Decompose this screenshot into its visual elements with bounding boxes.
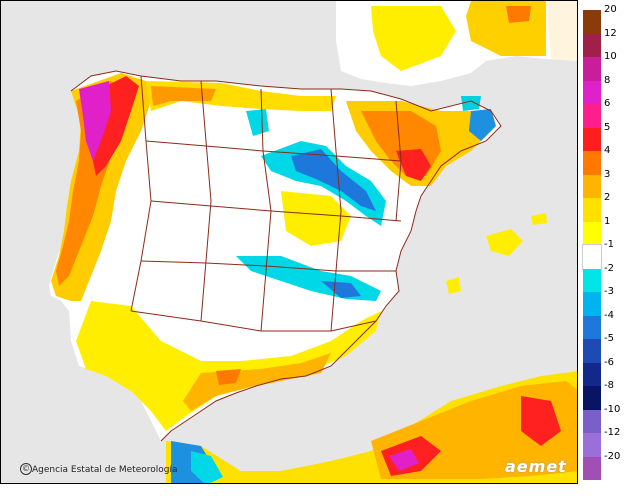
legend-swatch [583, 33, 601, 57]
legend-swatch [583, 433, 601, 457]
legend-label: -6 [604, 356, 614, 368]
france-warm-patch [371, 6, 456, 71]
legend-swatch [583, 174, 601, 198]
legend-label: 8 [604, 74, 611, 86]
southeast-cold-core [321, 281, 361, 298]
cantabria-orange-strip [151, 86, 216, 106]
legend-row: -6 [583, 357, 628, 386]
south-orange-band [183, 353, 331, 411]
legend-row: 6 [583, 98, 628, 128]
legend-label: -12 [604, 427, 621, 438]
legend-row: 8 [583, 75, 628, 104]
iberian-system-cool [261, 141, 386, 226]
legend-label: -4 [604, 309, 614, 321]
legend-row: 20 [583, 4, 628, 34]
legend-row: -3 [583, 286, 628, 316]
france-cool-patch [546, 1, 577, 61]
northeast-red-zone [396, 149, 431, 181]
north-africa-red [521, 396, 561, 446]
balearic-menorca [531, 213, 547, 225]
legend-label: 3 [604, 168, 611, 180]
legend-label: 5 [604, 121, 611, 133]
legend-row: -12 [583, 427, 628, 457]
agency-credit: Agencia Estatal de Meteorología [32, 465, 178, 475]
legend-row: 5 [583, 122, 628, 151]
legend-label: 6 [604, 98, 611, 109]
legend-swatch [583, 80, 601, 104]
south-red-spot [216, 369, 241, 385]
galicia-magenta-patch [79, 81, 111, 161]
copyright-icon: © [20, 463, 32, 475]
legend-swatch [583, 315, 601, 339]
legend-swatch [583, 456, 601, 480]
aemet-logo: aemet [505, 457, 567, 476]
north-plateau-cool [246, 109, 269, 136]
legend-label: -8 [604, 380, 614, 391]
legend-row: 1 [583, 216, 628, 245]
balearic-ibiza [446, 277, 461, 294]
legend-swatch [583, 362, 601, 386]
legend-label: 20 [604, 4, 617, 15]
color-legend: 20 12 10 8 6 5 4 3 2 1 -1 -2 -3 -4 -5 -6 -8 -10 -12 -20 [582, 4, 628, 480]
legend-swatch [582, 244, 602, 270]
legend-swatch [583, 268, 601, 292]
legend-swatch [583, 292, 601, 316]
legend-swatch [583, 151, 601, 175]
legend-label: -5 [604, 333, 614, 344]
legend-swatch [583, 339, 601, 363]
legend-row: 3 [583, 169, 628, 198]
catalonia-cool-patch [469, 109, 496, 141]
legend-swatch [583, 198, 601, 222]
legend-row: -4 [583, 310, 628, 339]
legend-row: -20 [583, 451, 628, 480]
legend-row: -2 [583, 263, 628, 292]
legend-row: -10 [583, 404, 628, 433]
legend-label: 1 [604, 215, 611, 227]
legend-swatch [583, 386, 601, 410]
legend-row: -8 [583, 380, 628, 410]
legend-row: 12 [583, 28, 628, 57]
legend-swatch [583, 409, 601, 433]
legend-label: -2 [604, 262, 614, 274]
province-borders [70, 70, 502, 442]
balearic-mallorca [486, 229, 523, 256]
legend-row: 4 [583, 145, 628, 175]
legend-label: 2 [604, 192, 611, 203]
legend-swatch [583, 221, 601, 245]
anomaly-map [1, 1, 577, 483]
legend-label: -20 [604, 450, 621, 462]
morocco-cyan-patch [191, 451, 223, 483]
legend-label: 4 [604, 145, 611, 156]
legend-row: -1 [582, 239, 628, 270]
legend-label: -10 [604, 403, 621, 415]
legend-row: 2 [583, 192, 628, 222]
legend-label: 12 [604, 27, 617, 39]
legend-row: 10 [583, 51, 628, 81]
north-africa-magenta [389, 449, 419, 471]
legend-swatch [583, 10, 601, 34]
legend-label: -1 [604, 239, 614, 250]
legend-swatch [583, 127, 601, 151]
legend-label: 10 [604, 51, 617, 62]
pyrenees-cool-patch [461, 96, 481, 111]
legend-swatch [583, 57, 601, 81]
central-warm-patch [281, 191, 351, 246]
legend-row: -5 [583, 333, 628, 363]
legend-swatch [583, 104, 601, 128]
map-frame [0, 0, 578, 484]
iberian-system-cold [291, 149, 376, 211]
south-warm-band [76, 301, 381, 431]
legend-label: -3 [604, 286, 614, 297]
france-hot-spot [506, 6, 531, 23]
